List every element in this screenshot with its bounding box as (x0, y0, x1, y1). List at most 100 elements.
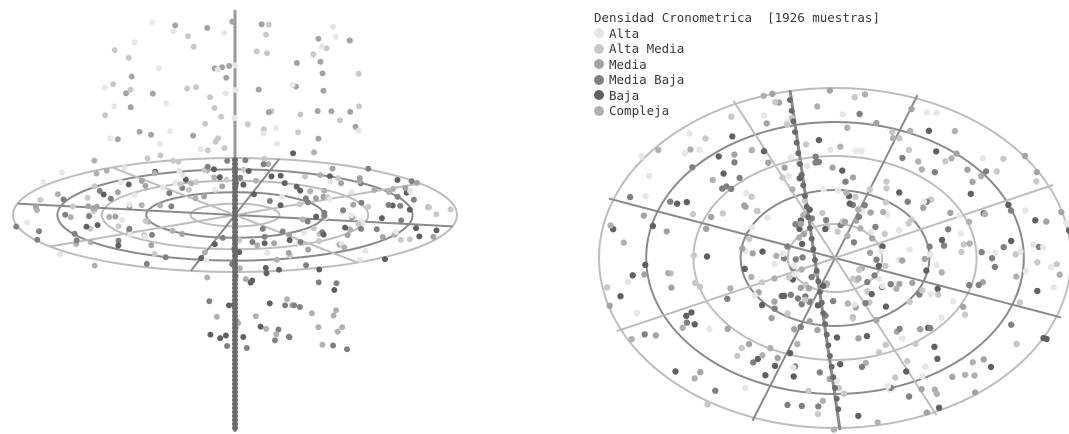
data-point (673, 200, 681, 207)
data-point (801, 197, 808, 204)
data-point (168, 203, 175, 210)
data-point (1000, 155, 1007, 162)
legend-label: Media (609, 56, 647, 72)
data-point (127, 86, 134, 93)
data-point (114, 136, 121, 143)
data-point (172, 22, 179, 29)
data-point (264, 249, 271, 256)
data-point (1005, 201, 1012, 209)
axis-point (807, 225, 813, 231)
data-point (638, 153, 645, 160)
data-point (691, 321, 698, 328)
data-point (295, 129, 301, 136)
data-point (948, 155, 955, 162)
data-point (221, 30, 228, 36)
data-point (59, 169, 65, 176)
data-point (873, 256, 880, 263)
data-point (218, 113, 225, 120)
data-point (935, 291, 942, 298)
legend-swatch (594, 59, 604, 70)
data-point (258, 21, 265, 28)
data-point (281, 180, 288, 187)
data-point (681, 150, 688, 157)
data-point (285, 249, 292, 256)
data-point (882, 341, 889, 349)
data-point (759, 352, 766, 359)
data-point (784, 243, 791, 250)
data-point (286, 334, 293, 341)
data-point (264, 50, 270, 57)
data-point (93, 170, 100, 177)
data-point (302, 173, 309, 180)
data-point (645, 172, 653, 180)
data-point (326, 196, 333, 203)
data-point (335, 175, 342, 182)
data-point (957, 230, 964, 237)
data-point (223, 74, 230, 81)
data-point (344, 232, 351, 239)
grid-spoke (111, 166, 236, 216)
data-point (190, 132, 197, 139)
data-point (272, 337, 278, 344)
data-point (128, 73, 135, 80)
data-point (808, 273, 815, 281)
data-point (102, 112, 109, 119)
data-point (447, 206, 454, 213)
data-point (341, 244, 348, 251)
data-point (879, 243, 886, 250)
data-point (275, 326, 282, 333)
data-point (156, 141, 163, 148)
data-point (229, 18, 236, 25)
data-point (293, 60, 300, 66)
data-point (371, 187, 378, 194)
data-point (149, 19, 156, 26)
data-point (91, 183, 98, 190)
data-point (379, 234, 386, 241)
data-point (905, 146, 913, 154)
data-point (265, 21, 272, 28)
data-point (179, 231, 186, 237)
data-point (204, 274, 211, 281)
data-point (934, 355, 941, 362)
data-point (806, 318, 813, 325)
data-point (96, 187, 103, 194)
data-point (308, 310, 315, 317)
data-point (934, 285, 941, 293)
data-point (62, 211, 69, 218)
data-point (906, 298, 913, 306)
data-point (896, 227, 903, 234)
data-point (738, 344, 745, 352)
data-point (790, 373, 797, 380)
data-point (297, 239, 304, 245)
data-point (899, 335, 906, 342)
data-point (703, 253, 711, 260)
data-point (855, 412, 862, 420)
data-point (696, 283, 704, 290)
data-point (852, 147, 859, 154)
data-point (641, 331, 648, 338)
data-point (748, 147, 755, 154)
data-point (350, 201, 357, 208)
data-point (54, 191, 61, 198)
data-point (843, 189, 850, 196)
data-point (329, 165, 336, 172)
legend-label: Baja (609, 87, 640, 103)
data-point (893, 285, 900, 292)
data-point (959, 303, 967, 310)
data-point (330, 23, 336, 30)
data-point (749, 250, 756, 257)
axis-point (792, 129, 798, 135)
data-point (873, 317, 880, 324)
data-point (1034, 287, 1041, 295)
data-point (1063, 219, 1069, 227)
data-point (211, 105, 218, 111)
data-point (933, 109, 940, 117)
data-point (768, 314, 775, 322)
data-point (852, 193, 859, 201)
data-point (882, 303, 890, 310)
data-point (131, 192, 138, 199)
data-point (866, 249, 874, 256)
data-point (858, 148, 865, 155)
axis-point (815, 278, 822, 285)
data-point (953, 150, 960, 157)
